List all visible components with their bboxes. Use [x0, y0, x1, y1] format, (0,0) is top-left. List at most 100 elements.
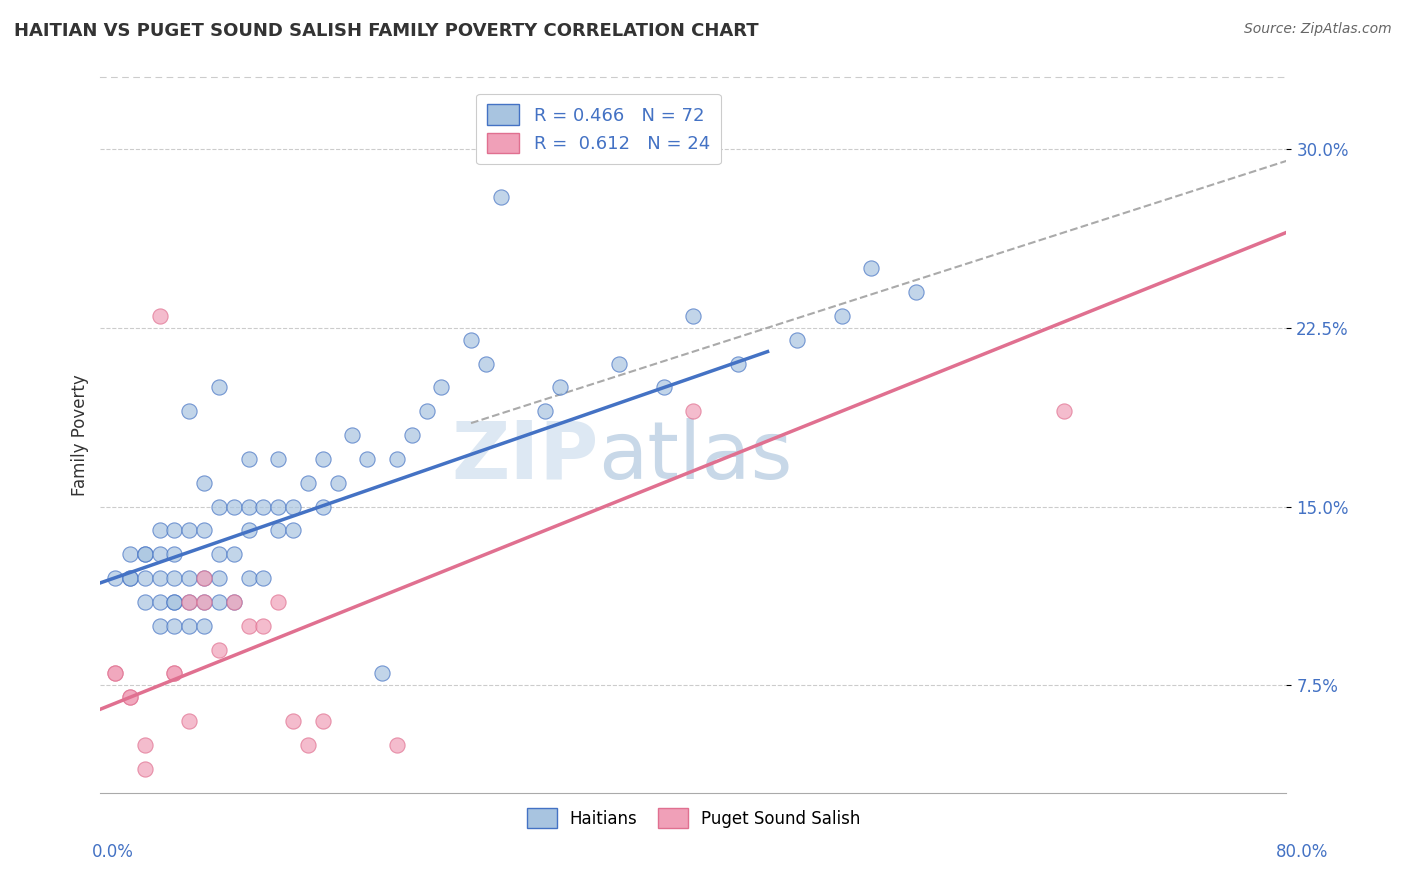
Point: [238, 524, 260, 538]
Point: [489, 189, 512, 203]
Point: [149, 524, 172, 538]
Point: [149, 309, 172, 323]
Point: [267, 500, 290, 514]
Point: [786, 333, 808, 347]
Point: [727, 357, 749, 371]
Point: [222, 595, 245, 609]
Point: [297, 475, 319, 490]
Point: [134, 595, 156, 609]
Text: 0.0%: 0.0%: [91, 843, 134, 861]
Legend: Haitians, Puget Sound Salish: Haitians, Puget Sound Salish: [520, 802, 868, 834]
Point: [208, 595, 231, 609]
Point: [281, 524, 304, 538]
Point: [104, 571, 127, 585]
Point: [267, 524, 290, 538]
Point: [208, 380, 231, 394]
Point: [149, 571, 172, 585]
Point: [118, 571, 141, 585]
Point: [118, 571, 141, 585]
Point: [415, 404, 437, 418]
Point: [118, 690, 141, 705]
Point: [208, 547, 231, 561]
Point: [222, 595, 245, 609]
Point: [475, 357, 498, 371]
Point: [312, 451, 335, 466]
Point: [904, 285, 927, 299]
Point: [149, 619, 172, 633]
Point: [179, 714, 201, 728]
Point: [134, 571, 156, 585]
Point: [1053, 404, 1076, 418]
Point: [326, 475, 349, 490]
Point: [534, 404, 557, 418]
Point: [193, 595, 215, 609]
Point: [163, 595, 186, 609]
Point: [312, 714, 335, 728]
Point: [149, 547, 172, 561]
Point: [312, 500, 335, 514]
Point: [682, 309, 704, 323]
Point: [430, 380, 453, 394]
Point: [607, 357, 630, 371]
Point: [118, 690, 141, 705]
Point: [401, 428, 423, 442]
Point: [163, 547, 186, 561]
Point: [179, 595, 201, 609]
Point: [682, 404, 704, 418]
Point: [193, 619, 215, 633]
Text: atlas: atlas: [599, 417, 793, 495]
Point: [118, 547, 141, 561]
Point: [222, 547, 245, 561]
Point: [652, 380, 675, 394]
Point: [385, 738, 408, 752]
Point: [163, 524, 186, 538]
Point: [179, 619, 201, 633]
Point: [193, 571, 215, 585]
Point: [104, 666, 127, 681]
Point: [267, 451, 290, 466]
Point: [342, 428, 364, 442]
Point: [134, 547, 156, 561]
Point: [222, 500, 245, 514]
Point: [208, 500, 231, 514]
Text: HAITIAN VS PUGET SOUND SALISH FAMILY POVERTY CORRELATION CHART: HAITIAN VS PUGET SOUND SALISH FAMILY POV…: [14, 22, 759, 40]
Point: [193, 571, 215, 585]
Point: [460, 333, 482, 347]
Point: [134, 547, 156, 561]
Text: ZIP: ZIP: [451, 417, 599, 495]
Point: [163, 571, 186, 585]
Point: [134, 762, 156, 776]
Point: [104, 666, 127, 681]
Point: [193, 475, 215, 490]
Point: [193, 595, 215, 609]
Point: [252, 571, 274, 585]
Point: [208, 642, 231, 657]
Point: [385, 451, 408, 466]
Point: [371, 666, 394, 681]
Point: [281, 714, 304, 728]
Point: [163, 595, 186, 609]
Point: [281, 500, 304, 514]
Point: [179, 595, 201, 609]
Point: [179, 404, 201, 418]
Point: [193, 524, 215, 538]
Point: [179, 571, 201, 585]
Point: [252, 500, 274, 514]
Point: [134, 738, 156, 752]
Point: [208, 571, 231, 585]
Y-axis label: Family Poverty: Family Poverty: [72, 374, 89, 496]
Point: [356, 451, 378, 466]
Point: [179, 524, 201, 538]
Point: [238, 619, 260, 633]
Point: [831, 309, 853, 323]
Point: [163, 619, 186, 633]
Point: [163, 666, 186, 681]
Point: [163, 666, 186, 681]
Text: 80.0%: 80.0%: [1277, 843, 1329, 861]
Point: [297, 738, 319, 752]
Text: Source: ZipAtlas.com: Source: ZipAtlas.com: [1244, 22, 1392, 37]
Point: [860, 261, 883, 276]
Point: [548, 380, 571, 394]
Point: [238, 500, 260, 514]
Point: [238, 571, 260, 585]
